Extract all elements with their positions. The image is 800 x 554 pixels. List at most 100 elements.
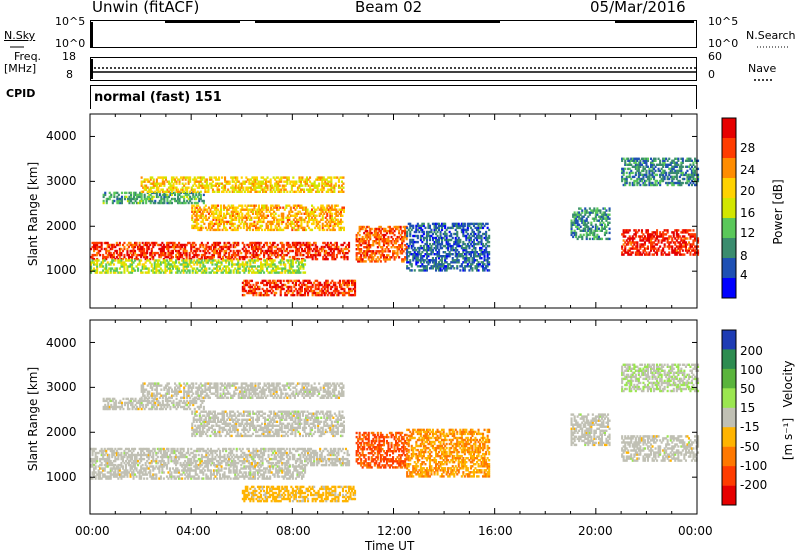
power-echo-cell — [241, 281, 244, 285]
power-echo-cell — [100, 261, 103, 264]
power-echo-cell — [246, 279, 249, 283]
power-echo-cell — [236, 178, 239, 181]
power-echo-cell — [302, 253, 305, 257]
power-echo-cell — [627, 249, 630, 252]
power-echo-cell — [692, 247, 695, 250]
power-echo-cell — [387, 250, 390, 253]
power-echo-cell — [138, 245, 141, 249]
power-echo-cell — [326, 212, 329, 215]
power-echo-cell — [280, 220, 283, 224]
power-echo-cell — [309, 228, 312, 232]
power-echo-cell — [246, 251, 249, 255]
power-echo-cell — [300, 218, 303, 221]
power-echo-cell — [214, 176, 217, 179]
power-echo-cell — [113, 199, 116, 203]
power-echo-cell — [297, 212, 300, 215]
power-echo-cell — [407, 244, 410, 248]
power-echo-cell — [307, 184, 310, 187]
power-echo-cell — [138, 253, 141, 257]
power-echo-cell — [457, 240, 460, 244]
power-echo-cell — [157, 186, 160, 189]
power-echo-cell — [154, 184, 157, 187]
power-echo-cell — [226, 247, 229, 251]
power-echo-cell — [223, 259, 226, 262]
power-echo-cell — [261, 245, 264, 249]
power-echo-cell — [127, 259, 130, 262]
power-echo-cell — [314, 251, 317, 255]
power-echo-cell — [137, 201, 140, 205]
power-echo-cell — [224, 214, 227, 217]
power-echo-cell — [480, 242, 483, 246]
power-echo-cell — [201, 178, 204, 181]
power-echo-cell — [175, 253, 178, 257]
power-echo-cell — [227, 204, 230, 207]
power-echo-cell — [253, 271, 256, 274]
power-echo-cell — [293, 285, 296, 289]
power-echo-cell — [222, 257, 225, 261]
power-echo-cell — [231, 261, 234, 264]
power-echo-cell — [202, 263, 205, 266]
power-echo-cell — [344, 245, 347, 249]
power-echo-cell — [106, 253, 109, 257]
power-echo-cell — [183, 184, 186, 187]
power-echo-cell — [263, 253, 266, 257]
power-echo-cell — [243, 249, 246, 253]
power-echo-cell — [282, 257, 285, 261]
power-echo-cell — [165, 263, 168, 266]
power-echo-cell — [214, 247, 217, 251]
power-echo-cell — [141, 247, 144, 251]
power-echo-cell — [217, 214, 220, 217]
power-echo-cell — [334, 184, 337, 187]
power-echo-cell — [384, 240, 387, 243]
power-echo-cell — [660, 233, 663, 236]
power-echo-cell — [242, 186, 245, 189]
power-echo-cell — [453, 267, 456, 270]
power-echo-cell — [195, 214, 198, 217]
power-echo-cell — [469, 232, 472, 236]
power-echo-cell — [343, 255, 346, 259]
power-echo-cell — [472, 238, 475, 242]
power-echo-cell — [296, 186, 299, 189]
power-echo-cell — [214, 263, 217, 266]
power-echo-cell — [355, 240, 358, 243]
power-echo-cell — [156, 261, 159, 264]
power-echo-cell — [294, 283, 297, 287]
power-echo-cell — [109, 243, 112, 247]
power-echo-cell — [660, 241, 663, 244]
power-echo-cell — [591, 231, 594, 235]
power-echo-cell — [427, 255, 430, 258]
power-echo-cell — [261, 287, 264, 291]
power-echo-cell — [259, 210, 262, 213]
power-echo-cell — [143, 184, 146, 187]
power-echo-cell — [133, 195, 136, 199]
power-echo-cell — [427, 222, 430, 226]
power-echo-cell — [298, 224, 301, 228]
power-echo-cell — [167, 263, 170, 266]
power-echo-cell — [266, 180, 269, 183]
power-echo-cell — [436, 240, 439, 244]
power-echo-cell — [379, 256, 382, 259]
power-echo-cell — [326, 287, 329, 291]
power-echo-cell — [208, 267, 211, 270]
power-echo-cell — [645, 253, 648, 256]
power-echo-cell — [289, 190, 292, 193]
power-echo-cell — [197, 259, 200, 262]
power-echo-cell — [439, 230, 442, 234]
power-echo-cell — [284, 176, 287, 179]
power-echo-cell — [343, 283, 346, 287]
power-echo-cell — [167, 249, 170, 253]
power-echo-cell — [390, 242, 393, 245]
power-echo-cell — [409, 242, 412, 246]
power-echo-cell — [332, 253, 335, 257]
power-echo-cell — [208, 178, 211, 181]
power-echo-cell — [346, 279, 349, 283]
power-echo-cell — [198, 226, 201, 230]
power-echo-cell — [195, 178, 198, 181]
power-echo-cell — [120, 257, 123, 261]
power-echo-cell — [198, 193, 201, 197]
power-echo-cell — [355, 235, 358, 239]
power-echo-cell — [202, 199, 205, 203]
power-echo-cell — [221, 216, 224, 219]
power-echo-cell — [314, 255, 317, 259]
power-echo-cell — [316, 287, 319, 291]
